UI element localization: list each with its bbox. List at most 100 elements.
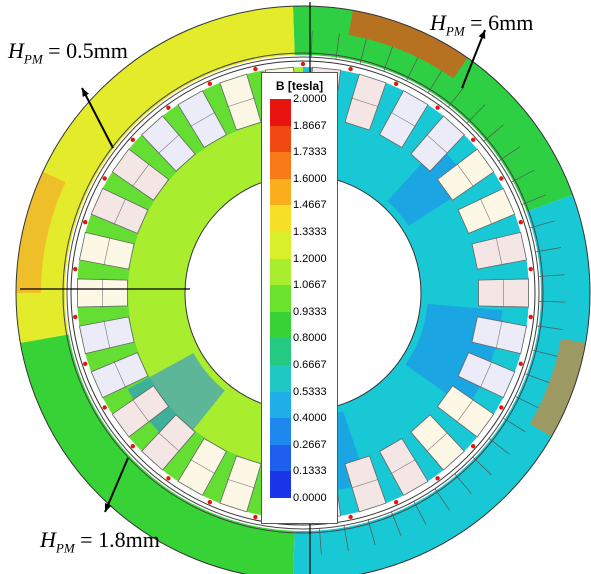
stator-slot-coil (90, 352, 149, 399)
tooth-tip-saturation (253, 66, 258, 72)
hotspot-left (16, 171, 66, 293)
arrow-0-5mm-shaft (81, 87, 114, 149)
legend-swatch (270, 418, 291, 445)
magnet-segment-divider (521, 194, 547, 205)
rotor-yoke-bottom-left (20, 334, 295, 574)
legend-title: B [tesla] (275, 79, 324, 93)
coil-layer-divider (103, 320, 111, 350)
magnet-segment-divider (498, 146, 521, 162)
rotor-outer-edge (15, 5, 591, 574)
legend-tick-label: 1.6000 (293, 172, 327, 185)
stator-slot-coil (111, 385, 170, 438)
arrow-6mm-shaft (461, 29, 486, 89)
tooth-tip-saturation (499, 405, 504, 410)
tooth-tip-saturation (435, 105, 440, 110)
stator-slot-coil (344, 455, 387, 513)
tooth-tip-saturation (499, 176, 504, 181)
tooth-tip-saturation (518, 220, 523, 225)
magnet-segment-divider (310, 31, 313, 58)
coil-layer-divider (479, 360, 493, 389)
stator-slot-coil (177, 90, 227, 148)
magnet-segment-divider (427, 70, 443, 94)
legend-swatch (270, 311, 291, 339)
magnet-segment-divider (535, 247, 562, 253)
coil-layer-divider (495, 320, 503, 350)
magnet-segment-divider (511, 169, 535, 183)
coil-layer-divider (113, 360, 127, 389)
legend-swatch (270, 99, 291, 126)
coil-layer-divider (479, 197, 493, 226)
stator-slot-coil (379, 438, 429, 496)
tooth-tip-saturation (528, 266, 533, 272)
stator-slot-coil (141, 115, 196, 172)
stator-slot-coil (410, 115, 465, 172)
stator-slot-coil (219, 455, 262, 513)
legend-tick-label: 1.2000 (293, 252, 327, 265)
legend-swatch (270, 125, 291, 153)
magnet-segment-divider (413, 501, 427, 525)
coil-layer-divider (495, 236, 503, 266)
coil-layer-divider (131, 163, 150, 188)
coil-layer-divider (157, 133, 181, 155)
tooth-tip-saturation (83, 361, 88, 366)
flux-density-colorbar-legend: B [tesla] 2.0000 1.8667 1.7333 1.6000 1.4667… (261, 72, 338, 524)
legend-swatch (270, 285, 291, 312)
legend-tick-label: 2.0000 (293, 93, 327, 105)
magnet-segment-divider (538, 300, 565, 303)
arrow-0-5mm-head (82, 88, 89, 97)
coil-layer-divider (456, 398, 475, 423)
tooth-tip-saturation (83, 220, 88, 225)
magnet-segment-divider (391, 511, 402, 537)
tooth-tip-saturation (470, 444, 476, 449)
stator-slot-coil (344, 73, 387, 131)
legend-swatch (270, 152, 291, 179)
legend-tick-label: 1.3333 (293, 226, 327, 238)
legend-swatch (270, 338, 291, 365)
stator-slot-coil (410, 414, 465, 471)
magnet-segment-divider (367, 519, 376, 545)
coil-layer-divider (226, 97, 256, 108)
magnet-segment-divider (335, 33, 340, 60)
legend-swatch (270, 444, 291, 472)
tooth-tip-saturation (102, 176, 107, 181)
magnet-segment-divider (502, 417, 526, 433)
magnet-segment-divider (343, 525, 349, 552)
magnet-segment-divider (529, 220, 555, 229)
legend-tick-label: 0.1333 (293, 465, 327, 478)
stator-slot-coil (90, 187, 149, 234)
magnet-segment-divider (383, 46, 393, 72)
tooth-tip-saturation (207, 81, 213, 86)
legend-tick-label: 0.4000 (293, 412, 327, 425)
legend-tick-label: 0.0000 (293, 492, 327, 504)
tooth-tip-saturation (73, 266, 78, 272)
coil-layer-divider (350, 97, 380, 108)
coil-layer-divider (189, 458, 216, 475)
tooth-tip-saturation (393, 81, 399, 86)
tooth-tip-saturation (435, 476, 440, 481)
legend-swatch (270, 258, 291, 286)
tooth-tip-saturation (300, 61, 306, 67)
magnet-segment-divider (524, 373, 550, 383)
legend-swatch (270, 391, 291, 419)
rotor-yoke-right (293, 194, 590, 574)
arrow-6mm-head (478, 30, 486, 39)
legend-swatch (270, 178, 291, 206)
annotation-hpm-0-5mm: HPM = 0.5mm (8, 38, 128, 67)
hotspot-right (529, 338, 586, 437)
tooth-tip-saturation (528, 314, 533, 320)
legend-tick-label: 1.0667 (293, 279, 327, 292)
magnet-segment-divider (538, 274, 565, 277)
magnet-segment-divider (454, 473, 472, 494)
coil-layer-divider (390, 111, 417, 128)
stator-slot-coil (177, 438, 227, 496)
magnet-segment-divider (406, 57, 419, 82)
coil-layer-divider (226, 478, 256, 489)
stator-slot-coil (471, 316, 528, 355)
legend-swatch (270, 365, 291, 392)
stator-outer-edge (70, 60, 536, 526)
coil-layer-divider (425, 133, 449, 155)
stator-slot-coil (457, 352, 516, 399)
tooth-tip-saturation (166, 105, 171, 110)
magnet-segment-divider (319, 528, 322, 555)
stator-slot-coil (436, 148, 495, 201)
